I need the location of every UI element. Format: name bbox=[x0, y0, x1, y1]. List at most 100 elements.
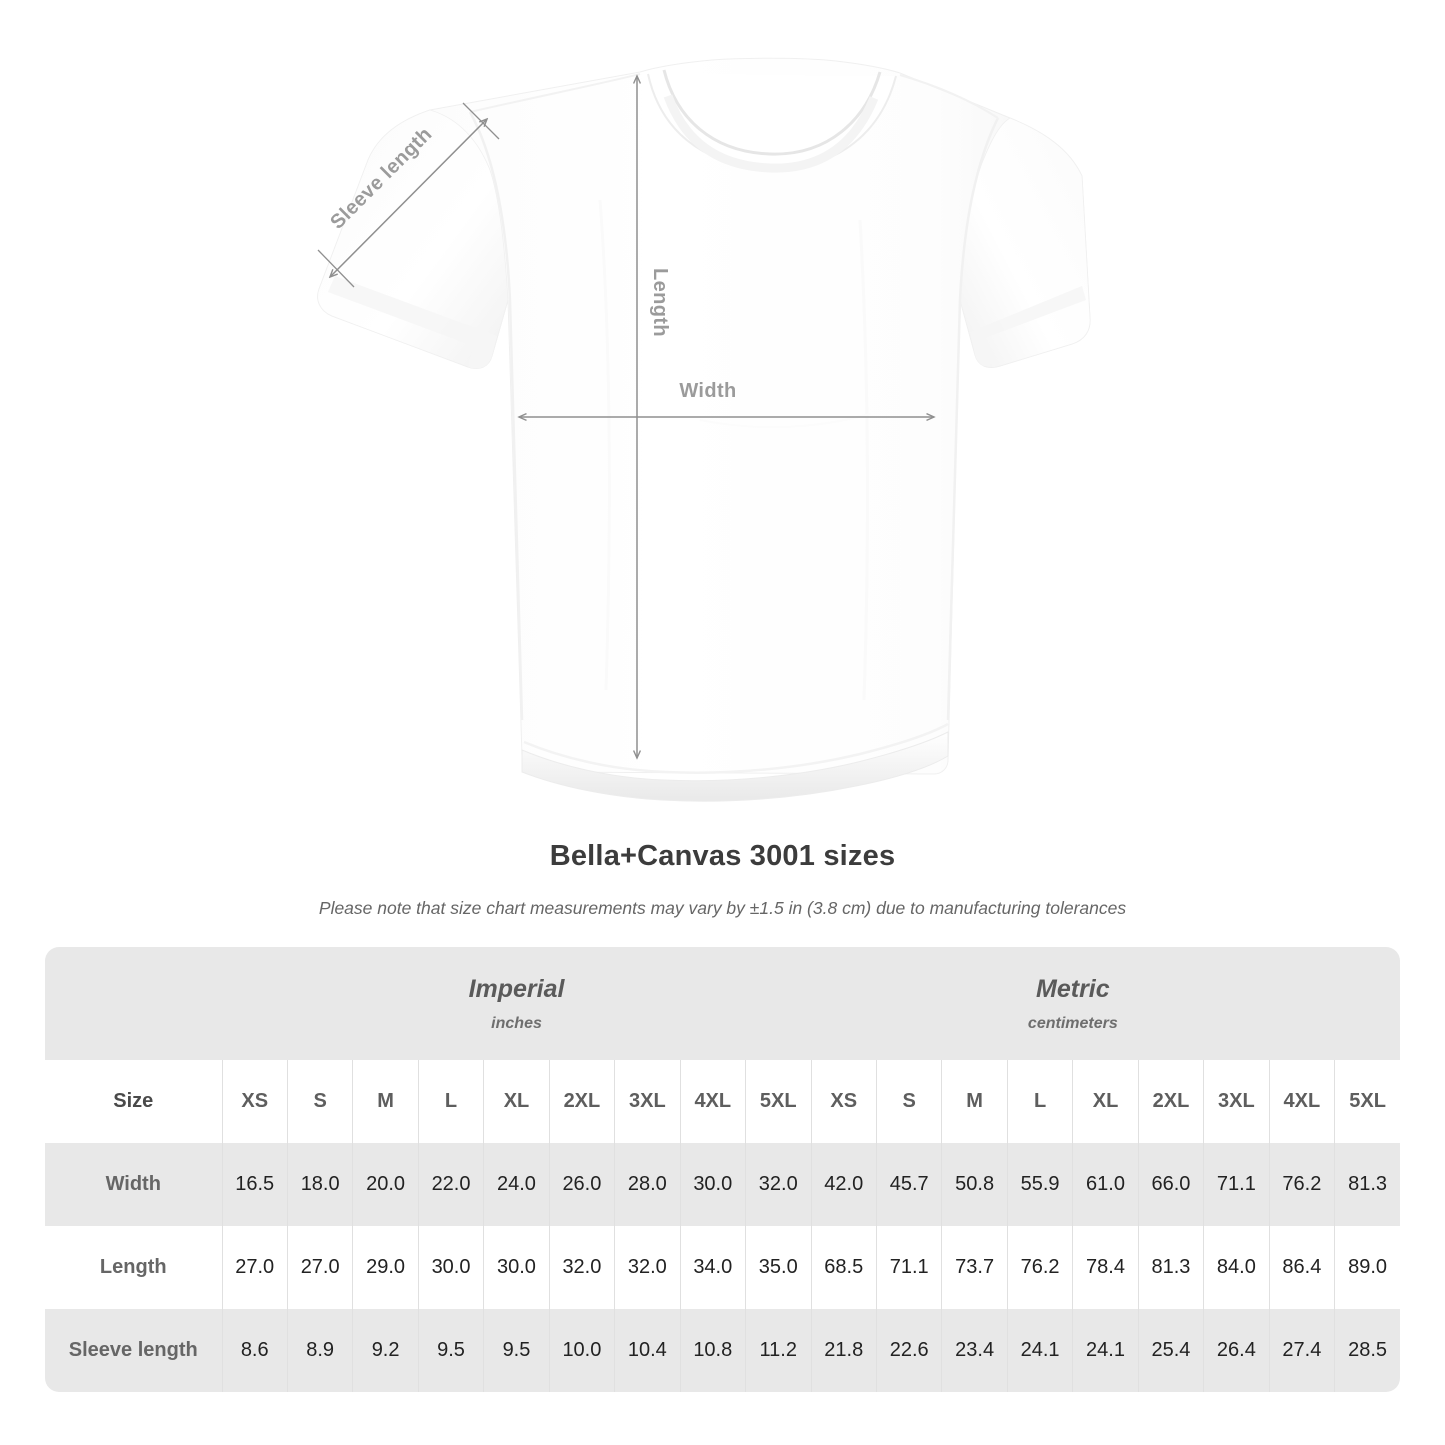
table-cell: 32.0 bbox=[548, 1226, 615, 1309]
table-cell: 66.0 bbox=[1137, 1143, 1204, 1226]
size-col-header: 2XL bbox=[1137, 1060, 1204, 1143]
tshirt-fold-1 bbox=[598, 199, 611, 691]
size-col-header: 4XL bbox=[679, 1060, 746, 1143]
table-cell: 8.9 bbox=[286, 1309, 353, 1392]
table-row: Sleeve length 8.6 8.9 9.2 9.5 9.5 10.0 1… bbox=[45, 1309, 1401, 1392]
size-header-label: Size bbox=[113, 1090, 154, 1112]
unit-header-metric: Metric centimeters bbox=[811, 947, 1335, 1060]
table-cell: 81.3 bbox=[1334, 1143, 1401, 1226]
table-cell: 32.0 bbox=[745, 1143, 812, 1226]
size-header-row: Size XS S M L XL 2XL 3XL 4XL 5XL XS S M … bbox=[45, 1060, 1401, 1143]
table-cell: 24.1 bbox=[1006, 1309, 1073, 1392]
table-cell: 22.6 bbox=[875, 1309, 942, 1392]
tshirt-collar-inner bbox=[662, 69, 882, 156]
table-cell: 10.4 bbox=[614, 1309, 681, 1392]
width-dimension: Width bbox=[519, 380, 934, 417]
size-col-header: 5XL bbox=[745, 1060, 812, 1143]
table-cell: 84.0 bbox=[1203, 1226, 1270, 1309]
table-cell: 86.4 bbox=[1268, 1226, 1335, 1309]
row-label: Width bbox=[105, 1173, 161, 1195]
title-block: Bella+Canvas 3001 sizes Please note that… bbox=[0, 840, 1445, 919]
table-cell: 21.8 bbox=[810, 1309, 877, 1392]
unit-header-spacer bbox=[45, 947, 222, 1060]
size-col-header: L bbox=[417, 1060, 484, 1143]
table-row: Length 27.0 27.0 29.0 30.0 30.0 32.0 32.… bbox=[45, 1226, 1401, 1309]
size-col-header: M bbox=[941, 1060, 1008, 1143]
table-cell: 23.4 bbox=[941, 1309, 1008, 1392]
table-cell: 24.1 bbox=[1072, 1309, 1139, 1392]
table-cell: 24.0 bbox=[483, 1143, 550, 1226]
width-label: Width bbox=[679, 380, 736, 402]
size-col-header: M bbox=[352, 1060, 419, 1143]
tshirt-hem-stitch bbox=[523, 722, 949, 774]
tshirt-left-shoulder-seam bbox=[469, 73, 641, 113]
table-cell: 27.0 bbox=[221, 1226, 288, 1309]
table-cell: 34.0 bbox=[679, 1226, 746, 1309]
unit-name-imperial: Imperial bbox=[468, 975, 565, 1004]
garment-diagram: Sleeve length Length Width bbox=[317, 57, 1091, 802]
size-col-header: 3XL bbox=[1203, 1060, 1270, 1143]
table-cell: 28.0 bbox=[614, 1143, 681, 1226]
tshirt-right-shoulder-seam bbox=[899, 74, 999, 119]
table-cell: 71.1 bbox=[1203, 1143, 1270, 1226]
table-cell: 50.8 bbox=[941, 1143, 1008, 1226]
length-label: Length bbox=[649, 268, 671, 337]
size-col-header: L bbox=[1006, 1060, 1073, 1143]
tshirt-hem bbox=[521, 731, 949, 802]
table-cell: 10.0 bbox=[548, 1309, 615, 1392]
page-title: Bella+Canvas 3001 sizes bbox=[549, 840, 896, 872]
unit-sub-imperial: inches bbox=[491, 1014, 542, 1032]
size-col-header: XS bbox=[221, 1060, 288, 1143]
unit-name-metric: Metric bbox=[1036, 975, 1110, 1004]
table-cell: 9.5 bbox=[417, 1309, 484, 1392]
table-cell: 71.1 bbox=[875, 1226, 942, 1309]
table-cell: 20.0 bbox=[352, 1143, 419, 1226]
table-cell: 32.0 bbox=[614, 1226, 681, 1309]
table-cell: 8.6 bbox=[221, 1309, 288, 1392]
size-chart-table-wrapper: Imperial inches Metric centimeters Size … bbox=[45, 947, 1401, 1392]
table-cell: 9.5 bbox=[483, 1309, 550, 1392]
table-cell: 9.2 bbox=[352, 1309, 419, 1392]
table-cell: 18.0 bbox=[286, 1143, 353, 1226]
table-cell: 25.4 bbox=[1137, 1309, 1204, 1392]
size-col-header: S bbox=[875, 1060, 942, 1143]
tshirt-right-armhole-seam bbox=[946, 117, 1000, 721]
table-cell: 22.0 bbox=[417, 1143, 484, 1226]
table-cell: 30.0 bbox=[679, 1143, 746, 1226]
table-cell: 81.3 bbox=[1137, 1226, 1204, 1309]
table-cell: 45.7 bbox=[875, 1143, 942, 1226]
unit-header-spacer-right bbox=[1334, 947, 1401, 1060]
unit-sub-metric: centimeters bbox=[1027, 1014, 1118, 1032]
table-cell: 27.0 bbox=[286, 1226, 353, 1309]
row-label: Length bbox=[99, 1256, 167, 1278]
size-col-header: XL bbox=[1072, 1060, 1139, 1143]
table-cell: 61.0 bbox=[1072, 1143, 1139, 1226]
table-cell: 29.0 bbox=[352, 1226, 419, 1309]
tshirt-collar-band-shadow bbox=[663, 94, 879, 173]
table-cell: 73.7 bbox=[941, 1226, 1008, 1309]
table-cell: 11.2 bbox=[745, 1309, 812, 1392]
size-col-header: 2XL bbox=[548, 1060, 615, 1143]
table-cell: 78.4 bbox=[1072, 1226, 1139, 1309]
table-cell: 10.8 bbox=[679, 1309, 746, 1392]
unit-header-imperial: Imperial inches bbox=[222, 947, 812, 1060]
tshirt-right-sleeve-cuff bbox=[970, 286, 1086, 367]
size-col-header: XL bbox=[483, 1060, 550, 1143]
table-cell: 35.0 bbox=[745, 1226, 812, 1309]
table-cell: 28.5 bbox=[1334, 1309, 1401, 1392]
table-cell: 89.0 bbox=[1334, 1226, 1401, 1309]
size-col-header: 4XL bbox=[1268, 1060, 1335, 1143]
table-cell: 30.0 bbox=[483, 1226, 550, 1309]
table-cell: 55.9 bbox=[1006, 1143, 1073, 1226]
tolerance-note: Please note that size chart measurements… bbox=[318, 898, 1127, 918]
tshirt-fold-2 bbox=[858, 219, 869, 701]
size-col-header: XS bbox=[810, 1060, 877, 1143]
table-row: Width 16.5 18.0 20.0 22.0 24.0 26.0 28.0… bbox=[45, 1143, 1401, 1226]
table-cell: 27.4 bbox=[1268, 1309, 1335, 1392]
table-cell: 76.2 bbox=[1006, 1226, 1073, 1309]
table-cell: 26.0 bbox=[548, 1143, 615, 1226]
table-cell: 76.2 bbox=[1268, 1143, 1335, 1226]
table-cell: 26.4 bbox=[1203, 1309, 1270, 1392]
size-col-header: 3XL bbox=[614, 1060, 681, 1143]
sleeve-length-arrow bbox=[330, 119, 487, 277]
